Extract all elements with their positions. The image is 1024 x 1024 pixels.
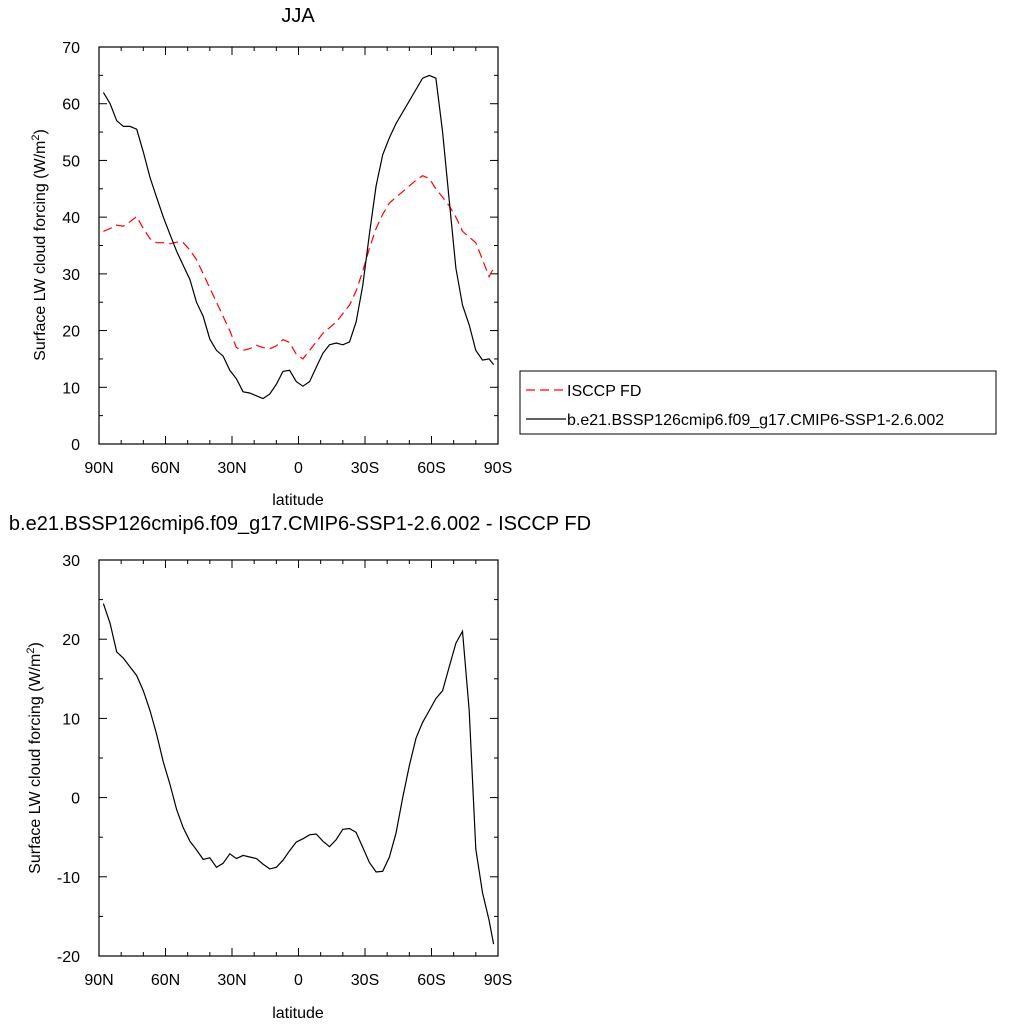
jja-lines <box>102 74 495 400</box>
jja-y-tick-label: 20 <box>62 324 80 341</box>
difference-y-tick-label: 10 <box>62 711 80 728</box>
jja-y-axis-label-sup: 2 <box>30 134 42 140</box>
jja-x-tick-label: 90N <box>84 460 113 477</box>
difference-x-tick-label: 90S <box>484 972 512 989</box>
difference-x-tick-label: 60N <box>151 972 180 989</box>
difference-plot-frame <box>98 559 499 957</box>
difference-x-tick-label: 30S <box>351 972 379 989</box>
jja-x-tick-label: 60S <box>417 460 445 477</box>
jja-y-axis-label: Surface LW cloud forcing (W/m2) <box>30 129 49 361</box>
jja-y-axis-label-close: ) <box>32 129 49 134</box>
jja-panel: JJA 90N 60N 30N 0 30S 60S 90S 0 10 20 30 40 50 60 70 l… <box>30 5 997 509</box>
jja-y-tick-label: 40 <box>62 210 80 227</box>
jja-title: JJA <box>281 5 315 27</box>
jja-y-tick-label: 70 <box>62 40 80 57</box>
jja-ticks: 90N 60N 30N 0 30S 60S 90S 0 10 20 30 40 50 60 70 <box>62 40 512 477</box>
jja-x-tick-label: 90S <box>484 460 512 477</box>
jja-plot-frame <box>98 46 499 445</box>
jja-x-tick-label: 30S <box>351 460 379 477</box>
jja-series-line-0 <box>103 175 495 360</box>
difference-x-axis-label: latitude <box>272 1005 324 1022</box>
jja-series-line-1 <box>102 74 495 400</box>
difference-y-tick-label: -10 <box>57 870 80 887</box>
jja-x-tick-label: 0 <box>294 460 303 477</box>
jja-x-axis-label: latitude <box>272 492 324 509</box>
difference-title: b.e21.BSSP126cmip6.f09_g17.CMIP6-SSP1-2.… <box>9 513 591 535</box>
jja-y-tick-label: 0 <box>71 437 80 454</box>
difference-x-tick-label: 0 <box>294 972 303 989</box>
difference-x-tick-label: 90N <box>84 972 113 989</box>
difference-y-tick-label: -20 <box>57 949 80 966</box>
difference-y-axis-label-close: ) <box>27 642 44 647</box>
legend-label-model: b.e21.BSSP126cmip6.f09_g17.CMIP6-SSP1-2.… <box>567 412 944 429</box>
difference-lines <box>102 603 495 945</box>
jja-y-tick-label: 30 <box>62 267 80 284</box>
difference-series-line-0 <box>102 603 495 945</box>
jja-y-tick-label: 10 <box>62 380 80 397</box>
difference-y-tick-label: 0 <box>71 791 80 808</box>
difference-y-axis-label-sup: 2 <box>25 647 37 653</box>
difference-x-tick-label: 60S <box>417 972 445 989</box>
jja-y-tick-label: 60 <box>62 97 80 114</box>
difference-y-tick-label: 30 <box>62 553 80 570</box>
difference-y-axis-label: Surface LW cloud forcing (W/m2) <box>25 642 44 874</box>
legend-label-isccp: ISCCP FD <box>567 383 641 400</box>
legend-box <box>519 370 997 435</box>
jja-x-tick-label: 30N <box>217 460 246 477</box>
difference-ticks: 90N 60N 30N 0 30S 60S 90S -20 -10 0 10 20 30 <box>57 553 512 989</box>
difference-panel: b.e21.BSSP126cmip6.f09_g17.CMIP6-SSP1-2.… <box>9 513 591 1022</box>
difference-x-tick-label: 30N <box>217 972 246 989</box>
difference-y-tick-label: 20 <box>62 632 80 649</box>
jja-x-tick-label: 60N <box>151 460 180 477</box>
legend: ISCCP FD b.e21.BSSP126cmip6.f09_g17.CMIP… <box>519 370 997 435</box>
jja-y-tick-label: 50 <box>62 153 80 170</box>
difference-y-axis-label-main: Surface LW cloud forcing (W/m <box>27 654 44 874</box>
jja-y-axis-label-main: Surface LW cloud forcing (W/m <box>32 141 49 361</box>
